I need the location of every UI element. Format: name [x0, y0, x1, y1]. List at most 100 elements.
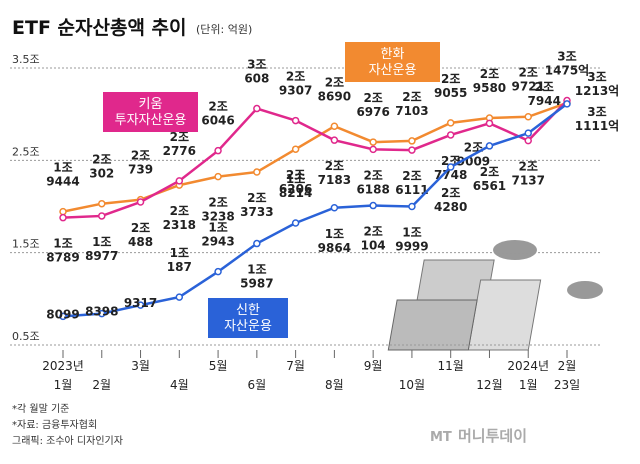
x-tick-label: 8월 [325, 378, 344, 392]
value-label-line: 3조 [557, 50, 576, 64]
value-label-line: 5987 [240, 277, 273, 291]
value-label-line: 8214 [279, 186, 312, 200]
value-label-line: 739 [128, 163, 153, 177]
point [369, 145, 377, 154]
logo: 머니투데이 [458, 427, 527, 445]
point [175, 177, 184, 185]
value-label-line: 7944 [528, 94, 561, 108]
value-label-line: 6561 [473, 179, 506, 193]
value-label-line: 608 [244, 72, 269, 86]
point [446, 131, 455, 139]
money-illustration [387, 240, 603, 351]
point [369, 201, 377, 210]
value-label-line: 302 [89, 167, 114, 181]
value-label-line: 2조 [441, 186, 460, 200]
value-label-line: 6046 [201, 114, 234, 128]
point [485, 119, 494, 128]
value-label-line: 2조 [363, 91, 382, 105]
value-label-line: 8789 [46, 251, 79, 265]
x-tick-label: 4월 [170, 378, 189, 392]
x-tick-label: 2024년 1월 [507, 359, 549, 392]
series-line [62, 99, 568, 219]
value-label-line: 2조 [535, 80, 554, 94]
value-label-line: 2조 [402, 169, 421, 183]
point [330, 204, 339, 212]
point [408, 137, 416, 145]
logo-mark: MT [430, 430, 452, 445]
legend-box [345, 42, 440, 82]
y-tick-label: 1.5조 [12, 238, 40, 251]
value-label-line: 1213억 [575, 84, 619, 98]
value-label-line: 7103 [395, 104, 428, 118]
chart-title: ETF 순자산총액 추이 [12, 17, 187, 39]
legend-label: 신한 자산운용 [224, 303, 272, 334]
subtitle: (단위: 억원) [196, 23, 252, 36]
value-label-line: 2776 [163, 144, 196, 158]
series-line [62, 102, 568, 318]
value-label-line: 2조 [325, 159, 344, 173]
point [291, 219, 300, 227]
value-label-line: 1조 [286, 172, 305, 186]
value-label-line: 1조 [402, 226, 421, 240]
value-label-line: 2조 [131, 149, 150, 163]
value-label-line: 2조 [402, 90, 421, 104]
point [136, 301, 145, 309]
value-label-line: 2조 [131, 221, 150, 235]
point [98, 212, 106, 220]
value-label-line: 2조 [208, 196, 227, 210]
value-label-line: 9317 [124, 296, 157, 310]
legend-box [208, 298, 288, 338]
point [563, 100, 571, 108]
value-label-line: 2조 [519, 160, 538, 174]
x-tick-label: 3월 [131, 359, 150, 373]
value-label-line: 1조 [208, 221, 227, 235]
point [291, 145, 300, 153]
point [214, 267, 222, 276]
x-tick-label: 2월 [92, 378, 111, 392]
value-label-line: 1조 [325, 227, 344, 241]
x-tick-label: 5월 [209, 359, 228, 373]
value-label-line: 8099 [46, 307, 79, 321]
point [59, 312, 67, 321]
note: *각 월말 기준 [12, 403, 69, 415]
point [524, 112, 532, 121]
value-label-line: 7183 [318, 173, 351, 187]
value-label-line: 2318 [163, 218, 196, 232]
value-label-line: 3조 [587, 105, 606, 119]
point [253, 104, 261, 113]
value-label-line: 9721 [512, 80, 545, 94]
value-label-line: 9444 [46, 175, 79, 189]
value-label-line: 9580 [473, 81, 506, 95]
value-label: 9317 [124, 296, 157, 310]
value-label-line: 2조 [363, 168, 382, 182]
point [369, 138, 377, 146]
point [330, 136, 339, 144]
point [98, 199, 106, 208]
